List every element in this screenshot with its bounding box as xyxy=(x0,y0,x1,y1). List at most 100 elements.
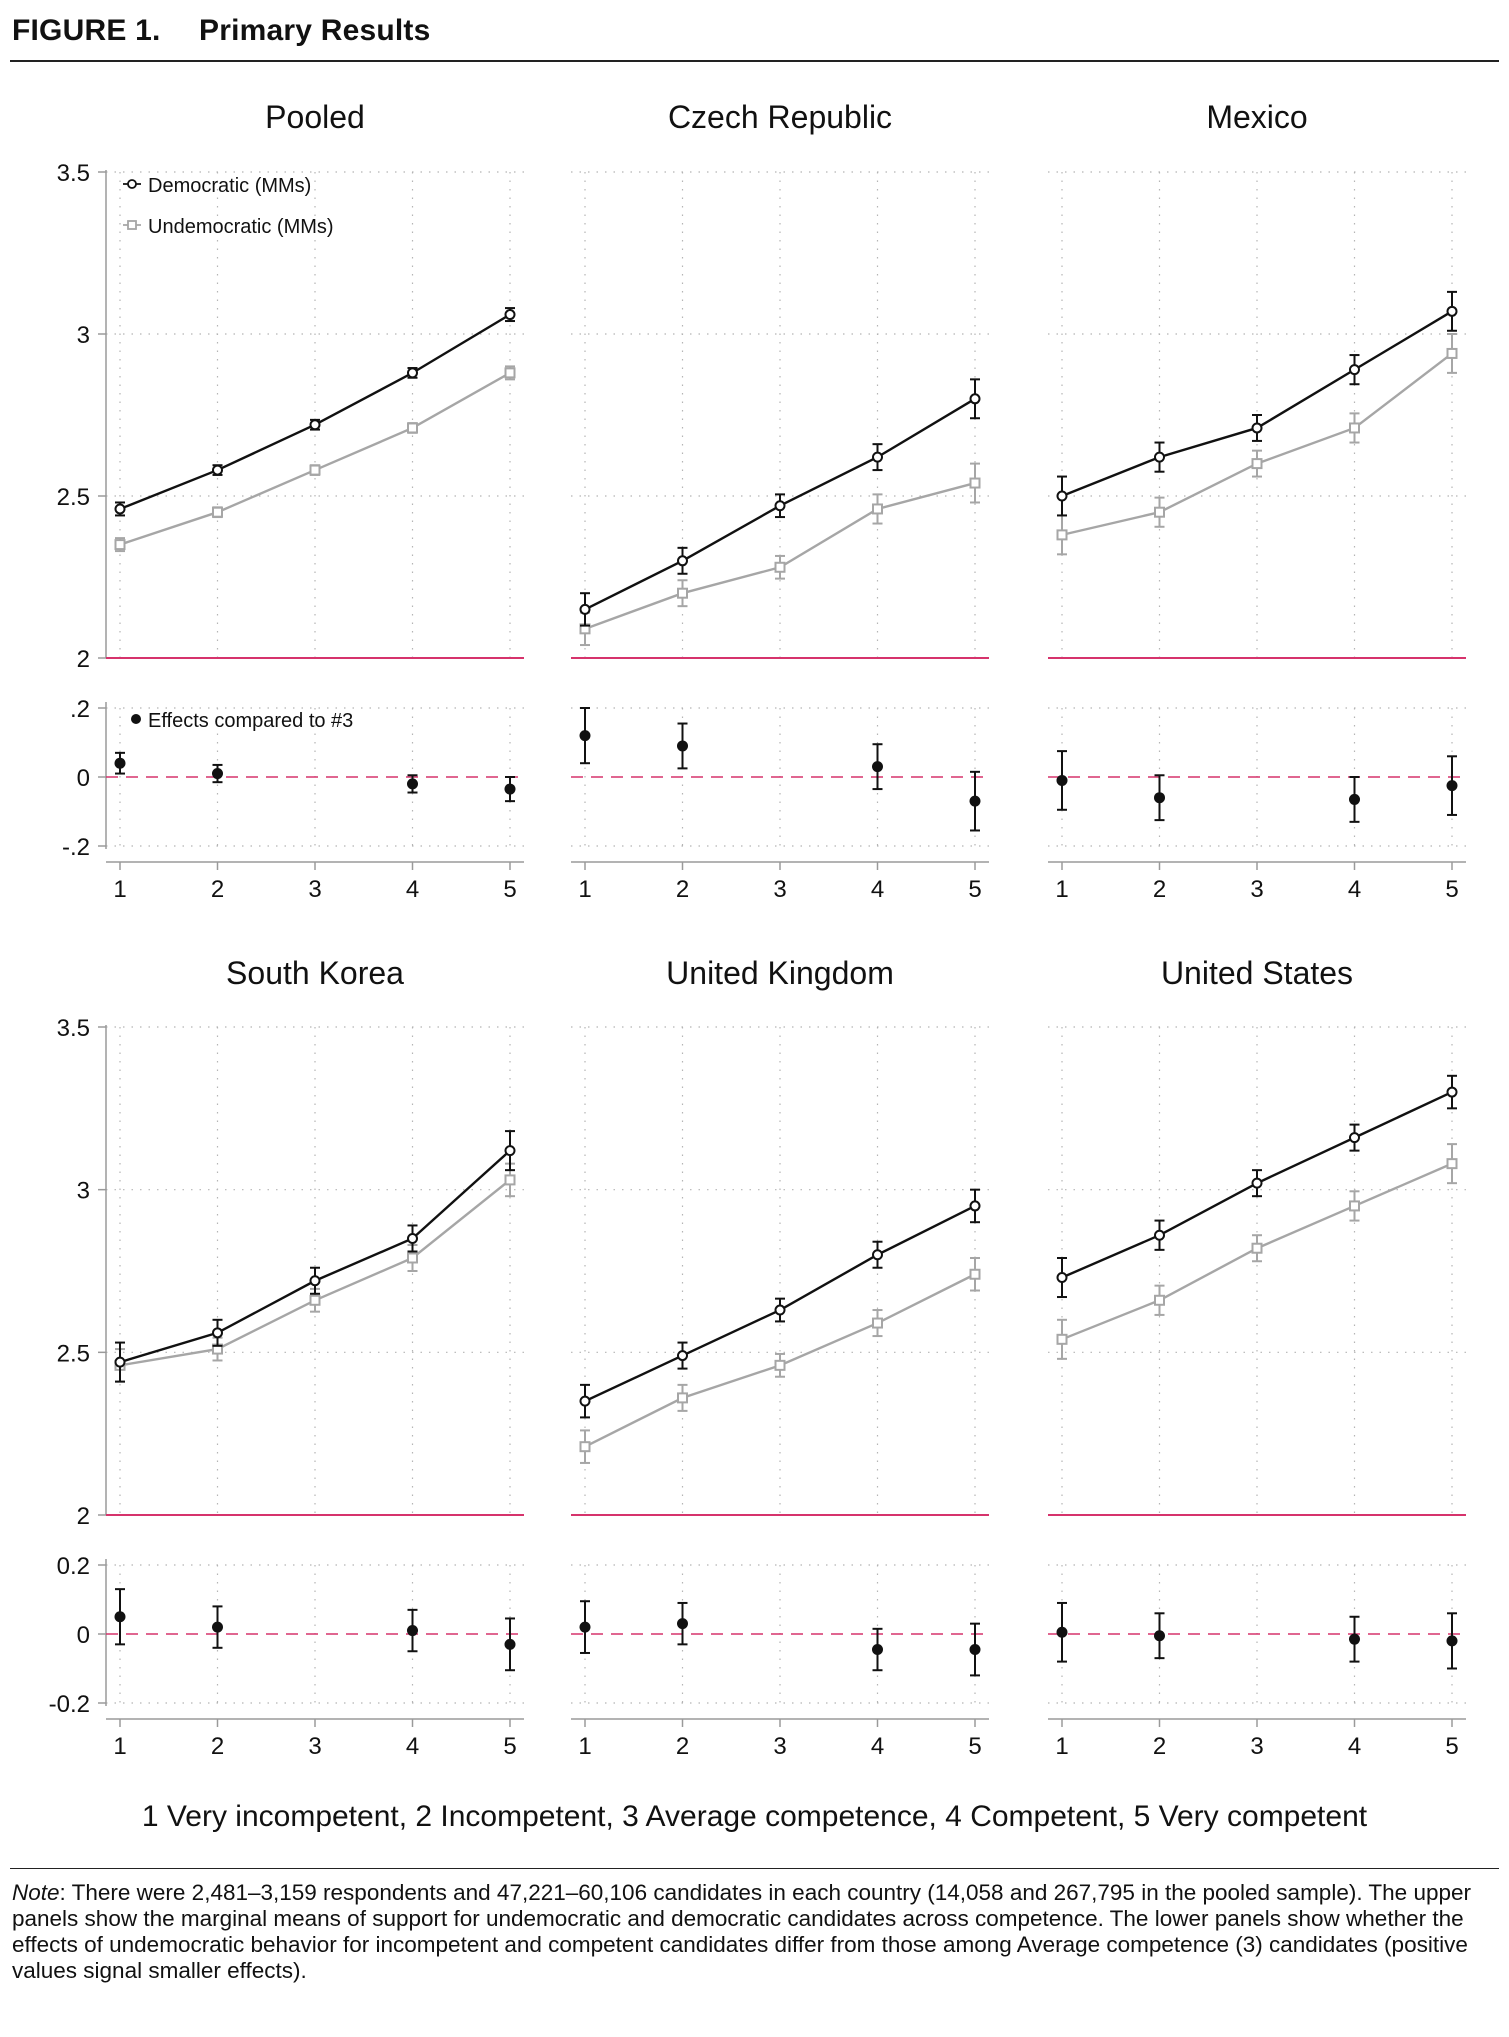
note-label: Note xyxy=(12,1880,60,1905)
data-point-marker xyxy=(969,393,981,405)
series-effects xyxy=(1056,750,1458,823)
data-point-marker xyxy=(407,1252,418,1264)
data-point-marker xyxy=(579,1441,591,1453)
legend-label-effects: Effects compared to #3 xyxy=(148,710,353,732)
data-point-marker xyxy=(969,1200,981,1212)
data-point-marker xyxy=(1349,364,1360,376)
data-point-marker xyxy=(677,555,688,567)
series-effects xyxy=(579,707,981,832)
effect-point xyxy=(1349,1633,1360,1645)
data-point-marker xyxy=(1154,1229,1165,1241)
effect-point xyxy=(212,768,223,780)
x-tick-label: 3 xyxy=(308,1733,321,1760)
x-tick-label: 3 xyxy=(773,876,786,903)
data-point-marker xyxy=(1446,305,1458,317)
series-undemocratic xyxy=(114,365,516,553)
data-point-marker xyxy=(969,477,981,489)
y-tick-label: 3.5 xyxy=(57,160,90,187)
y-tick-label: .2 xyxy=(70,696,90,723)
data-point-marker xyxy=(212,464,223,476)
panel-united-states: United States 1 2 3 4 5 xyxy=(1048,955,1466,1760)
data-point-marker xyxy=(774,1359,786,1371)
figure-label: FIGURE 1. xyxy=(12,14,161,47)
data-point-marker xyxy=(212,506,223,518)
panel-title: South Korea xyxy=(226,955,404,991)
legend-marker-effects xyxy=(131,714,141,724)
effect-point xyxy=(504,1638,516,1650)
y-tick-label: 2.5 xyxy=(57,484,90,511)
effect-point xyxy=(504,783,516,795)
x-tick-label: 5 xyxy=(503,1733,516,1760)
legend-marker-undemocratic xyxy=(127,220,137,230)
data-point-marker xyxy=(1446,1086,1458,1098)
data-point-marker xyxy=(1154,451,1165,463)
x-tick-label: 5 xyxy=(968,1733,981,1760)
effect-point xyxy=(872,1644,883,1656)
data-point-marker xyxy=(114,539,126,551)
effect-point xyxy=(1154,792,1165,804)
data-point-marker xyxy=(774,1304,786,1316)
effect-point xyxy=(1056,774,1068,786)
data-point-marker xyxy=(677,1350,688,1362)
panel-title: United States xyxy=(1161,955,1353,991)
series-democratic xyxy=(114,307,516,517)
legend-marker-democratic xyxy=(127,179,137,189)
x-tick-label: 1 xyxy=(1055,1733,1068,1760)
y-tick-label: 0.2 xyxy=(57,1553,90,1580)
x-tick-label: 4 xyxy=(871,876,884,903)
effect-point xyxy=(1349,793,1360,805)
data-point-marker xyxy=(1154,1294,1165,1306)
data-point-marker xyxy=(872,1249,883,1261)
data-point-marker xyxy=(774,561,786,573)
effect-point xyxy=(1446,780,1458,792)
x-tick-label: 4 xyxy=(1348,876,1361,903)
x-tick-label: 2 xyxy=(676,876,689,903)
y-tick-label: 3 xyxy=(77,1178,90,1205)
x-tick-label: 2 xyxy=(211,1733,224,1760)
grid-top xyxy=(106,171,524,658)
data-point-marker xyxy=(1446,1158,1458,1170)
data-point-marker xyxy=(1056,1333,1068,1345)
effect-point xyxy=(579,1621,591,1633)
panel-title: Mexico xyxy=(1206,99,1307,135)
series-effects xyxy=(114,1588,516,1672)
x-tick-label: 3 xyxy=(773,1733,786,1760)
x-tick-label: 4 xyxy=(871,1733,884,1760)
legend-label-democratic: Democratic (MMs) xyxy=(148,175,311,197)
y-tick-label: 0 xyxy=(77,1622,90,1649)
data-point-marker xyxy=(774,500,786,512)
x-tick-label: 4 xyxy=(1348,1733,1361,1760)
grid-bottom xyxy=(571,1564,989,1706)
grid-bottom xyxy=(106,1564,524,1706)
effect-point xyxy=(1056,1626,1068,1638)
panel-title: United Kingdom xyxy=(666,955,894,991)
x-tick-label: 5 xyxy=(1445,1733,1458,1760)
grid-bottom xyxy=(1048,707,1466,849)
data-point-marker xyxy=(579,603,591,615)
x-tick-label: 3 xyxy=(1250,876,1263,903)
panel-czech-republic: Czech Republic 1 2 3 4 5 xyxy=(571,99,989,903)
effect-point xyxy=(114,757,126,769)
y-tick-label: 2 xyxy=(77,646,90,673)
y-tick-label: 3.5 xyxy=(57,1015,90,1042)
y-tick-label: 2.5 xyxy=(57,1340,90,1367)
y-tick-label: 0 xyxy=(77,765,90,792)
x-tick-label: 2 xyxy=(676,1733,689,1760)
figure-note: Note: There were 2,481–3,159 respondents… xyxy=(12,1880,1500,1984)
series-democratic xyxy=(579,378,981,627)
series-democratic xyxy=(1056,1074,1458,1299)
x-tick-label: 1 xyxy=(113,1733,126,1760)
data-point-marker xyxy=(677,587,688,599)
y-tick-label: -0.2 xyxy=(49,1691,90,1718)
data-point-marker xyxy=(309,419,321,431)
figure-title: Primary Results xyxy=(199,14,431,47)
data-point-marker xyxy=(1056,1272,1068,1284)
data-point-marker xyxy=(1056,490,1068,502)
x-tick-label: 5 xyxy=(503,876,516,903)
effect-point xyxy=(407,778,418,790)
series-effects xyxy=(114,751,516,803)
x-tick-label: 2 xyxy=(1153,876,1166,903)
panel-title: Pooled xyxy=(265,99,365,135)
series-undemocratic xyxy=(1056,333,1458,556)
